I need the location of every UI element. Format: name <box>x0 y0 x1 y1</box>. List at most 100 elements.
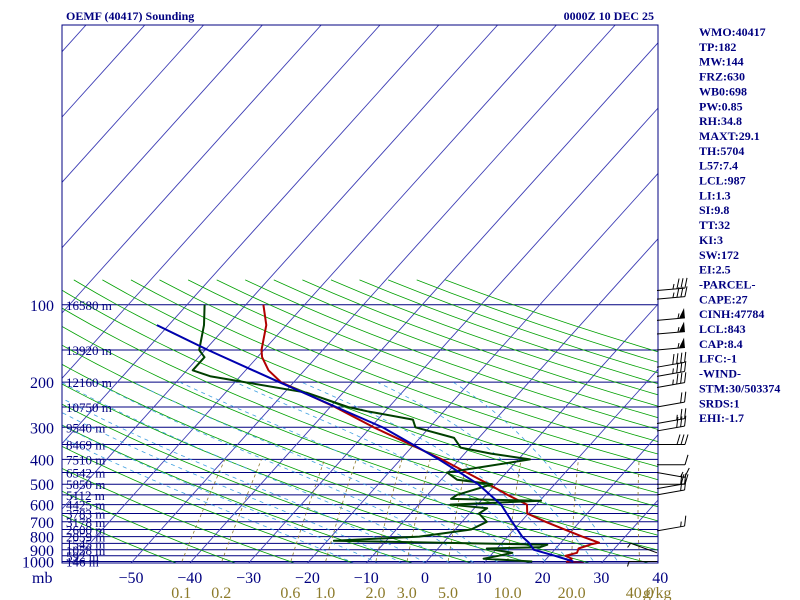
mixing-ratio-line <box>324 459 357 563</box>
index-entry: EHI:-1.7 <box>699 411 744 425</box>
wind-barb-flag <box>684 454 689 465</box>
dry-adiabat-line <box>245 279 658 430</box>
moist-adiabat-line <box>179 381 524 563</box>
height-label: 6542 m <box>66 465 105 480</box>
mixing-ratio-tick-label: 0.1 <box>171 585 191 600</box>
wind-barb-half-flag <box>672 283 675 290</box>
wind-barb-staff <box>656 425 685 432</box>
temperature-tick-label: −50 <box>118 570 143 587</box>
index-entry: MAXT:29.1 <box>699 129 760 143</box>
index-entry: TT:32 <box>699 218 730 232</box>
wind-barb-flag <box>676 373 679 385</box>
wind-barb-flag <box>676 434 681 445</box>
isotherm-line <box>62 25 440 445</box>
wind-barb-staff <box>630 542 658 554</box>
index-entry: -PARCEL- <box>699 277 755 291</box>
isotherm-line <box>62 25 381 380</box>
pressure-tick-label: 600 <box>30 498 54 515</box>
sounding-profiles <box>156 304 600 563</box>
mixing-ratio-tick-label: 10.0 <box>494 585 522 600</box>
wind-barb-flag <box>684 434 689 445</box>
pressure-tick-label: 400 <box>30 452 54 469</box>
wind-barb <box>656 372 687 389</box>
temperature-tick-label: −20 <box>295 570 320 587</box>
mixing-ratio-tick-label: 0.6 <box>280 585 300 600</box>
wind-barb-flag <box>684 391 687 403</box>
wind-barb-flag <box>676 417 679 428</box>
plot-frame <box>61 24 659 564</box>
dry-adiabat-line <box>187 279 658 455</box>
valid-time: 0000Z 10 DEC 25 <box>564 9 654 23</box>
height-label: 13920 m <box>66 343 112 358</box>
wind-barb <box>656 277 688 292</box>
mixing-ratio-line <box>289 459 325 563</box>
parcel-profile-line <box>156 324 574 563</box>
index-entry: SRDS:1 <box>699 396 740 410</box>
chart-title: OEMF (40417) Sounding <box>66 9 194 23</box>
index-entry: KI:3 <box>699 233 723 247</box>
wind-barb-flag <box>672 353 675 365</box>
height-label: 12160 m <box>66 375 112 390</box>
wind-barb-flag <box>684 277 688 289</box>
dry-adiabat-line <box>62 289 658 522</box>
pressure-tick-label: 100 <box>30 298 54 315</box>
index-entry: -WIND- <box>699 367 741 381</box>
index-entry: SW:172 <box>699 248 739 262</box>
index-entry: CAP:8.4 <box>699 337 743 351</box>
dewpoint-profile-line <box>191 304 549 563</box>
wind-barb <box>656 361 687 377</box>
height-label: 4425 m <box>66 498 105 513</box>
wind-barb-flag <box>684 415 687 427</box>
wind-barb-flag <box>676 278 680 289</box>
wind-barb-flag <box>684 351 687 363</box>
wind-barb-flag <box>684 408 687 419</box>
dry-adiabat-line <box>62 445 355 563</box>
height-label: 10750 m <box>66 400 112 415</box>
dry-adiabat-line <box>445 279 658 353</box>
isotherm-line <box>62 25 322 314</box>
wind-barb <box>656 415 687 432</box>
pressure-tick-label: 300 <box>30 420 54 437</box>
height-label: 5850 m <box>66 477 105 492</box>
isotherm-line <box>189 42 658 563</box>
wind-barb-half-flag <box>677 326 680 333</box>
index-entry: RH:34.8 <box>699 114 742 128</box>
dry-adiabat-line <box>62 490 237 563</box>
wind-barb-flag <box>680 474 685 485</box>
wind-barb-flag <box>680 408 683 420</box>
dry-adiabat-line <box>62 424 414 563</box>
height-label: 146 m <box>66 555 99 570</box>
moist-adiabat-line <box>301 381 572 563</box>
mixing-ratio-tick-label: 2.0 <box>366 585 386 600</box>
mixing-ratio-tick-label: 40.0 <box>626 585 654 600</box>
index-entry: MW:144 <box>699 55 744 69</box>
wind-barb-staff <box>656 371 685 377</box>
moist-adiabat-line <box>452 381 620 563</box>
wind-barb-staff <box>656 489 685 496</box>
wind-barb-flag <box>684 474 689 485</box>
wind-barb-staff <box>656 418 685 424</box>
wind-barb <box>627 542 658 554</box>
dry-adiabat-line <box>62 403 474 563</box>
wind-barb-half-flag <box>680 471 684 477</box>
dry-adiabat-line <box>62 514 178 563</box>
pressure-tick-label: 800 <box>30 530 54 547</box>
mixing-ratio-tick-label: 0.2 <box>211 585 231 600</box>
index-entry: TP:182 <box>699 40 736 54</box>
height-label: 2059 m <box>66 530 105 545</box>
pressure-tick-label: 200 <box>30 375 54 392</box>
dry-adiabat-line <box>62 467 296 563</box>
wind-barb-half-flag <box>672 368 674 374</box>
wind-barb-staff <box>656 401 685 408</box>
index-entry: STM:30/503374 <box>699 381 780 395</box>
wind-barb-flag <box>680 361 683 373</box>
wind-barb-half-flag <box>672 379 674 385</box>
mixing-ratio-line <box>447 459 468 563</box>
isotherm-line <box>130 25 616 563</box>
wind-barb-half-flag <box>680 521 682 527</box>
height-label: 9540 m <box>66 420 105 435</box>
height-label: 3178 m <box>66 515 105 530</box>
pressure-unit-label: mb <box>32 570 52 587</box>
height-label: 2600 m <box>66 522 105 537</box>
